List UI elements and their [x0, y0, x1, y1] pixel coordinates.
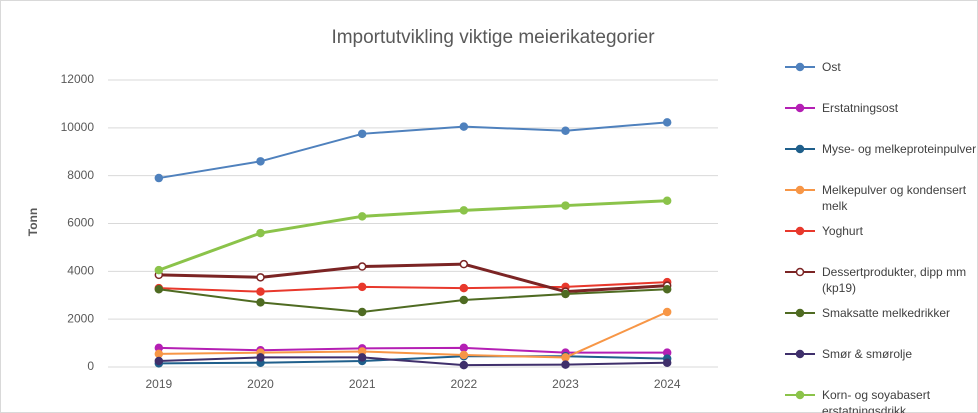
y-tick-label: 12000	[61, 72, 95, 86]
point	[154, 265, 164, 275]
legend-marker	[795, 185, 805, 195]
point	[256, 228, 265, 238]
point	[459, 360, 469, 370]
point	[459, 283, 469, 293]
point	[357, 307, 367, 317]
point	[561, 201, 570, 210]
legend-label: Smør & smørolje	[822, 347, 912, 361]
point	[256, 273, 265, 282]
point	[459, 206, 469, 215]
legend-label: Korn- og soyabasert erstatningsdrikk	[822, 388, 931, 413]
point	[256, 298, 265, 307]
x-tick-label: 2021	[349, 377, 376, 391]
y-axis-label: Tonn	[26, 208, 40, 236]
point	[459, 343, 469, 353]
series-line	[158, 281, 668, 293]
point	[662, 196, 672, 206]
point	[561, 289, 570, 299]
legend-marker	[795, 62, 805, 72]
point	[357, 212, 367, 221]
x-tick-label: 2020	[247, 377, 274, 391]
chart-title: Importutvikling viktige meierikategorier	[331, 27, 655, 48]
series-line	[158, 355, 668, 365]
point	[357, 353, 367, 362]
legend-marker	[795, 267, 805, 277]
legend-marker	[795, 226, 805, 236]
point	[357, 282, 367, 292]
point	[662, 307, 672, 317]
legend-label: Melkepulver og kondensert melk	[822, 183, 967, 213]
series-line	[158, 346, 668, 354]
series-line	[158, 356, 668, 367]
legend-label: Erstatningsost	[822, 101, 899, 115]
series-line	[158, 288, 668, 313]
legend-label: Yoghurt	[822, 224, 863, 238]
legend-label: Smaksatte melkedrikker	[822, 306, 951, 320]
x-tick-label: 2019	[145, 377, 172, 391]
y-tick-label: 6000	[67, 216, 94, 230]
point	[561, 126, 570, 135]
point	[154, 285, 164, 294]
point	[561, 360, 570, 369]
point	[662, 285, 672, 294]
series-line	[158, 199, 668, 272]
series-line	[158, 262, 668, 294]
point	[459, 350, 469, 360]
point	[459, 295, 469, 305]
y-tick-label: 8000	[67, 168, 94, 182]
y-tick-label: 4000	[67, 264, 94, 278]
point	[256, 157, 265, 166]
series-line	[158, 311, 668, 359]
point	[256, 287, 265, 296]
x-tick-label: 2024	[654, 377, 681, 391]
legend-marker	[795, 144, 805, 154]
point	[662, 118, 672, 127]
point	[357, 129, 367, 139]
point	[459, 259, 469, 269]
legend-label: Ost	[822, 60, 841, 74]
point	[459, 122, 469, 131]
legend-label: Myse- og melkeproteinpulver	[822, 142, 977, 156]
legend-label: Dessertprodukter, dipp mm (kp19)	[822, 265, 967, 295]
x-tick-label: 2022	[450, 377, 477, 391]
series-line	[158, 121, 668, 180]
point	[154, 173, 164, 183]
point	[154, 356, 164, 366]
y-tick-label: 0	[87, 359, 94, 373]
point	[561, 353, 570, 362]
y-tick-label: 10000	[61, 120, 95, 134]
point	[256, 353, 265, 362]
y-tick-label: 2000	[67, 311, 94, 325]
point	[662, 358, 672, 367]
x-tick-label: 2023	[552, 377, 579, 391]
legend-marker	[795, 390, 805, 400]
point	[357, 262, 367, 271]
legend-marker	[795, 349, 805, 359]
point	[154, 349, 164, 359]
legend-marker	[795, 103, 805, 113]
legend-marker	[795, 308, 805, 318]
